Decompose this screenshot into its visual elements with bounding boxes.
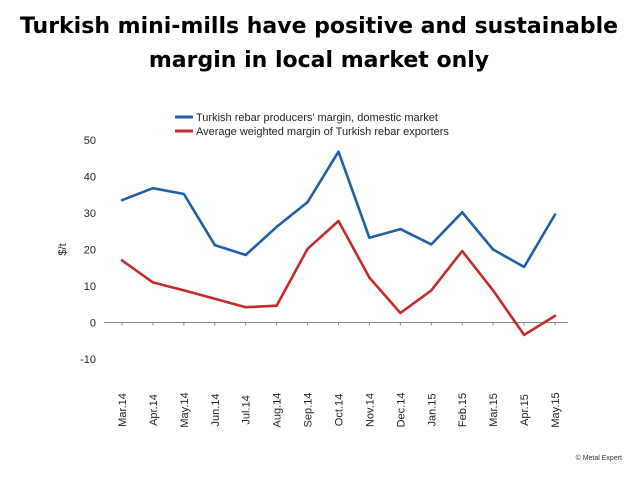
- legend-entry: Turkish rebar producers' margin, domesti…: [196, 112, 438, 124]
- y-tick-label: 0: [90, 318, 96, 330]
- y-axis-label: $/t: [57, 243, 69, 255]
- x-tick-label: Sep.14: [303, 393, 315, 428]
- x-tick-label: Jan.15: [426, 393, 438, 426]
- x-tick-label: Oct.14: [334, 394, 346, 426]
- y-tick-label: 10: [84, 281, 96, 293]
- title-line-2: margin in local market only: [148, 48, 490, 73]
- x-tick-label: Mar.15: [488, 393, 500, 427]
- y-tick-label: -10: [80, 354, 96, 366]
- x-tick-label: Apr.15: [519, 394, 531, 426]
- title-line-1: Turkish mini-mills have positive and sus…: [19, 14, 619, 39]
- x-tick-label: May.14: [179, 392, 191, 427]
- y-tick-label: 40: [84, 172, 96, 184]
- series-line-2: [120, 219, 557, 337]
- y-tick-label: 30: [84, 208, 96, 220]
- y-tick-label: 50: [84, 135, 96, 147]
- x-tick-label: May.15: [550, 392, 562, 427]
- x-tick-label: Aug.14: [272, 393, 284, 428]
- x-tick-label: Feb.15: [457, 393, 469, 427]
- y-tick-label: 20: [84, 245, 96, 257]
- x-tick-label: Apr.14: [148, 394, 160, 426]
- x-tick-label: Jul.14: [241, 395, 253, 424]
- copyright-note: © Metal Expert: [575, 455, 622, 462]
- series-line-1: [120, 150, 557, 269]
- legend-entry: Average weighted margin of Turkish rebar…: [196, 126, 449, 138]
- x-tick-label: Mar.14: [117, 393, 129, 427]
- x-tick-label: Jun.14: [210, 393, 222, 426]
- x-tick-label: Dec.14: [395, 393, 407, 428]
- x-tick-label: Nov.14: [364, 393, 376, 427]
- page-title: Turkish mini-mills have positive and sus…: [0, 10, 638, 78]
